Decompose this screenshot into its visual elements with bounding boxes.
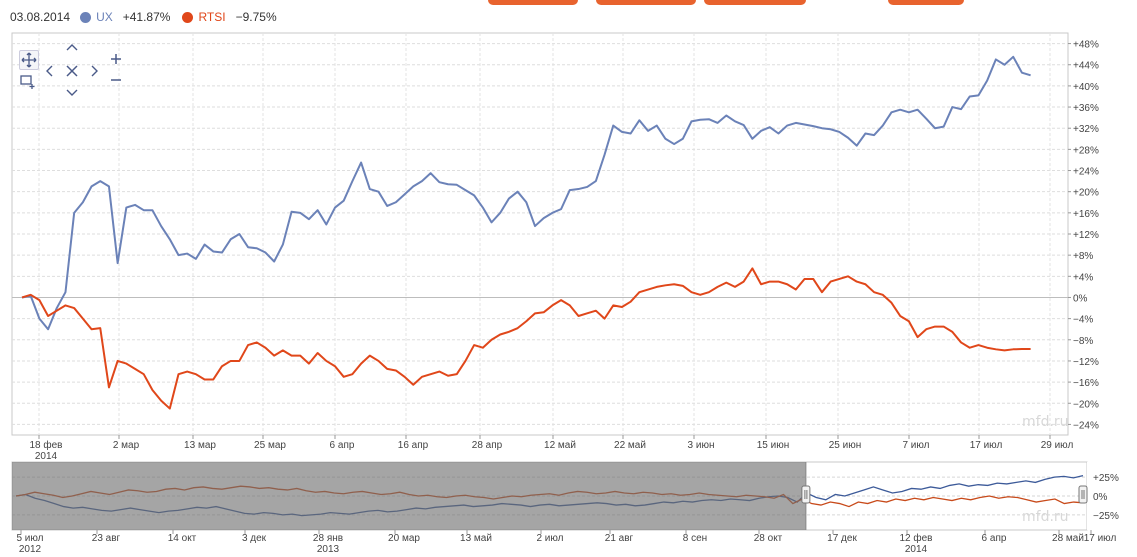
y-tick-label: +20% <box>1073 188 1099 199</box>
y-tick-label: −4% <box>1073 315 1093 326</box>
navigator-x-tick-label: 21 авг <box>605 533 634 544</box>
legend-ux-name[interactable]: UX <box>96 10 113 24</box>
x-tick-label: 15 июн <box>757 440 790 451</box>
x-tick-label: 25 июн <box>829 440 862 451</box>
legend-ux-change: +41.87% <box>122 10 171 24</box>
navigator-x-tick-label: 28 май <box>1052 533 1084 544</box>
x-tick-label: 6 апр <box>330 440 355 451</box>
navigator-x-tick-label: 23 авг <box>92 533 121 544</box>
y-tick-label: 0% <box>1073 293 1088 304</box>
x-tick-label: 2 мар <box>113 440 140 451</box>
chart-legend: 03.08.2014 UX +41.87% RTSI −9.75% <box>10 8 289 26</box>
y-tick-label: −8% <box>1073 336 1093 347</box>
x-tick-label: 13 мар <box>184 440 216 451</box>
navigator-x-tick-label: 6 апр <box>982 533 1007 544</box>
x-tick-label: 16 апр <box>398 440 429 451</box>
top-tab-3[interactable] <box>704 0 806 5</box>
navigator-x-tick-label: 3 дек <box>242 533 267 544</box>
zoom-box-icon[interactable] <box>19 73 37 91</box>
navigator-line-rtsi <box>15 485 1084 508</box>
navigator-left-handle[interactable] <box>801 485 811 504</box>
x-tick-label: 7 июл <box>902 440 929 451</box>
y-tick-label: +4% <box>1073 272 1093 283</box>
pan-icon[interactable] <box>19 50 39 70</box>
y-tick-label: −12% <box>1073 357 1099 368</box>
y-tick-label: +24% <box>1073 167 1099 178</box>
y-tick-label: +12% <box>1073 230 1099 241</box>
top-tab-4[interactable] <box>888 0 964 5</box>
navigator-line-ux <box>15 474 1084 517</box>
series-line-rtsi <box>21 267 1031 410</box>
chevron-left-icon[interactable] <box>42 62 56 80</box>
close-icon[interactable] <box>63 62 81 80</box>
navigator-x-tick-sublabel: 2012 <box>19 544 42 555</box>
navigator-x-tick-label: 2 июл <box>536 533 563 544</box>
y-tick-label: −20% <box>1073 399 1099 410</box>
x-tick-label: 25 мар <box>254 440 286 451</box>
watermark-navigator: mfd.ru <box>1022 509 1069 525</box>
navigator-y-tick-label: 0% <box>1093 492 1108 503</box>
x-tick-label: 12 май <box>544 440 576 451</box>
legend-rtsi-name[interactable]: RTSI <box>198 10 226 24</box>
watermark-main: mfd.ru <box>1022 414 1069 430</box>
navigator-right-handle[interactable] <box>1078 485 1088 504</box>
navigator-x-tick-label: 17 июл <box>1084 533 1117 544</box>
navigator-x-tick-label: 28 окт <box>754 533 783 544</box>
navigator-x-tick-sublabel: 2014 <box>905 544 928 555</box>
navigator-x-tick-label: 12 фев <box>899 532 932 544</box>
main-chart[interactable]: +48% +44% +40% +36% +32% +28% +24% +20% +16% +12%… <box>0 0 1137 460</box>
navigator-x-tick-label: 14 окт <box>168 533 197 544</box>
x-tick-label: 29 июл <box>1041 440 1074 451</box>
navigator-axis-bg <box>1087 462 1127 530</box>
navigator-x-tick-label: 8 сен <box>683 533 707 544</box>
y-tick-label: +32% <box>1073 124 1099 135</box>
navigator-x-tick-label: 5 июл <box>16 533 43 544</box>
legend-rtsi-marker[interactable] <box>182 11 194 23</box>
x-tick-label: 28 апр <box>472 440 503 451</box>
y-tick-label: +36% <box>1073 103 1099 114</box>
x-tick-sublabel: 2014 <box>35 451 58 460</box>
legend-ux-marker[interactable] <box>80 11 92 23</box>
y-tick-label: −24% <box>1073 420 1099 431</box>
series-line-ux <box>21 55 1031 331</box>
chevron-right-icon[interactable] <box>88 62 102 80</box>
navigator-area <box>11 461 1088 531</box>
navigator-x-tick-label: 20 мар <box>388 533 420 544</box>
x-tick-label: 17 июл <box>970 440 1003 451</box>
y-tick-label: +16% <box>1073 209 1099 220</box>
top-tab-2[interactable] <box>596 0 696 5</box>
y-tick-label: +28% <box>1073 145 1099 156</box>
x-tick-label: 18 фев <box>29 439 62 451</box>
legend-date: 03.08.2014 <box>10 10 71 24</box>
y-tick-label: +40% <box>1073 82 1099 93</box>
minus-icon[interactable] <box>108 72 124 88</box>
navigator-x-tick-label: 17 дек <box>827 533 857 544</box>
legend-rtsi-change: −9.75% <box>235 10 277 24</box>
x-tick-label: 22 май <box>614 440 646 451</box>
plus-icon[interactable] <box>108 51 124 67</box>
navigator-y-tick-label: +25% <box>1093 473 1119 484</box>
navigator-mask <box>12 462 806 530</box>
chevron-up-icon[interactable] <box>63 40 81 54</box>
handle-body <box>801 485 811 504</box>
navigator-x-tick-label: 28 янв <box>313 533 343 544</box>
top-tab-1[interactable] <box>488 0 578 5</box>
y-tick-label: +48% <box>1073 40 1099 51</box>
navigator-y-tick-label: −25% <box>1093 511 1119 522</box>
chevron-down-icon[interactable] <box>63 86 81 100</box>
handle-body <box>1078 485 1088 504</box>
y-tick-label: +44% <box>1073 61 1099 72</box>
navigator-x-tick-label: 13 май <box>460 533 492 544</box>
x-tick-label: 3 июн <box>688 440 715 451</box>
y-tick-label: +8% <box>1073 251 1093 262</box>
y-tick-label: −16% <box>1073 378 1099 389</box>
navigator-x-tick-sublabel: 2013 <box>317 544 340 555</box>
